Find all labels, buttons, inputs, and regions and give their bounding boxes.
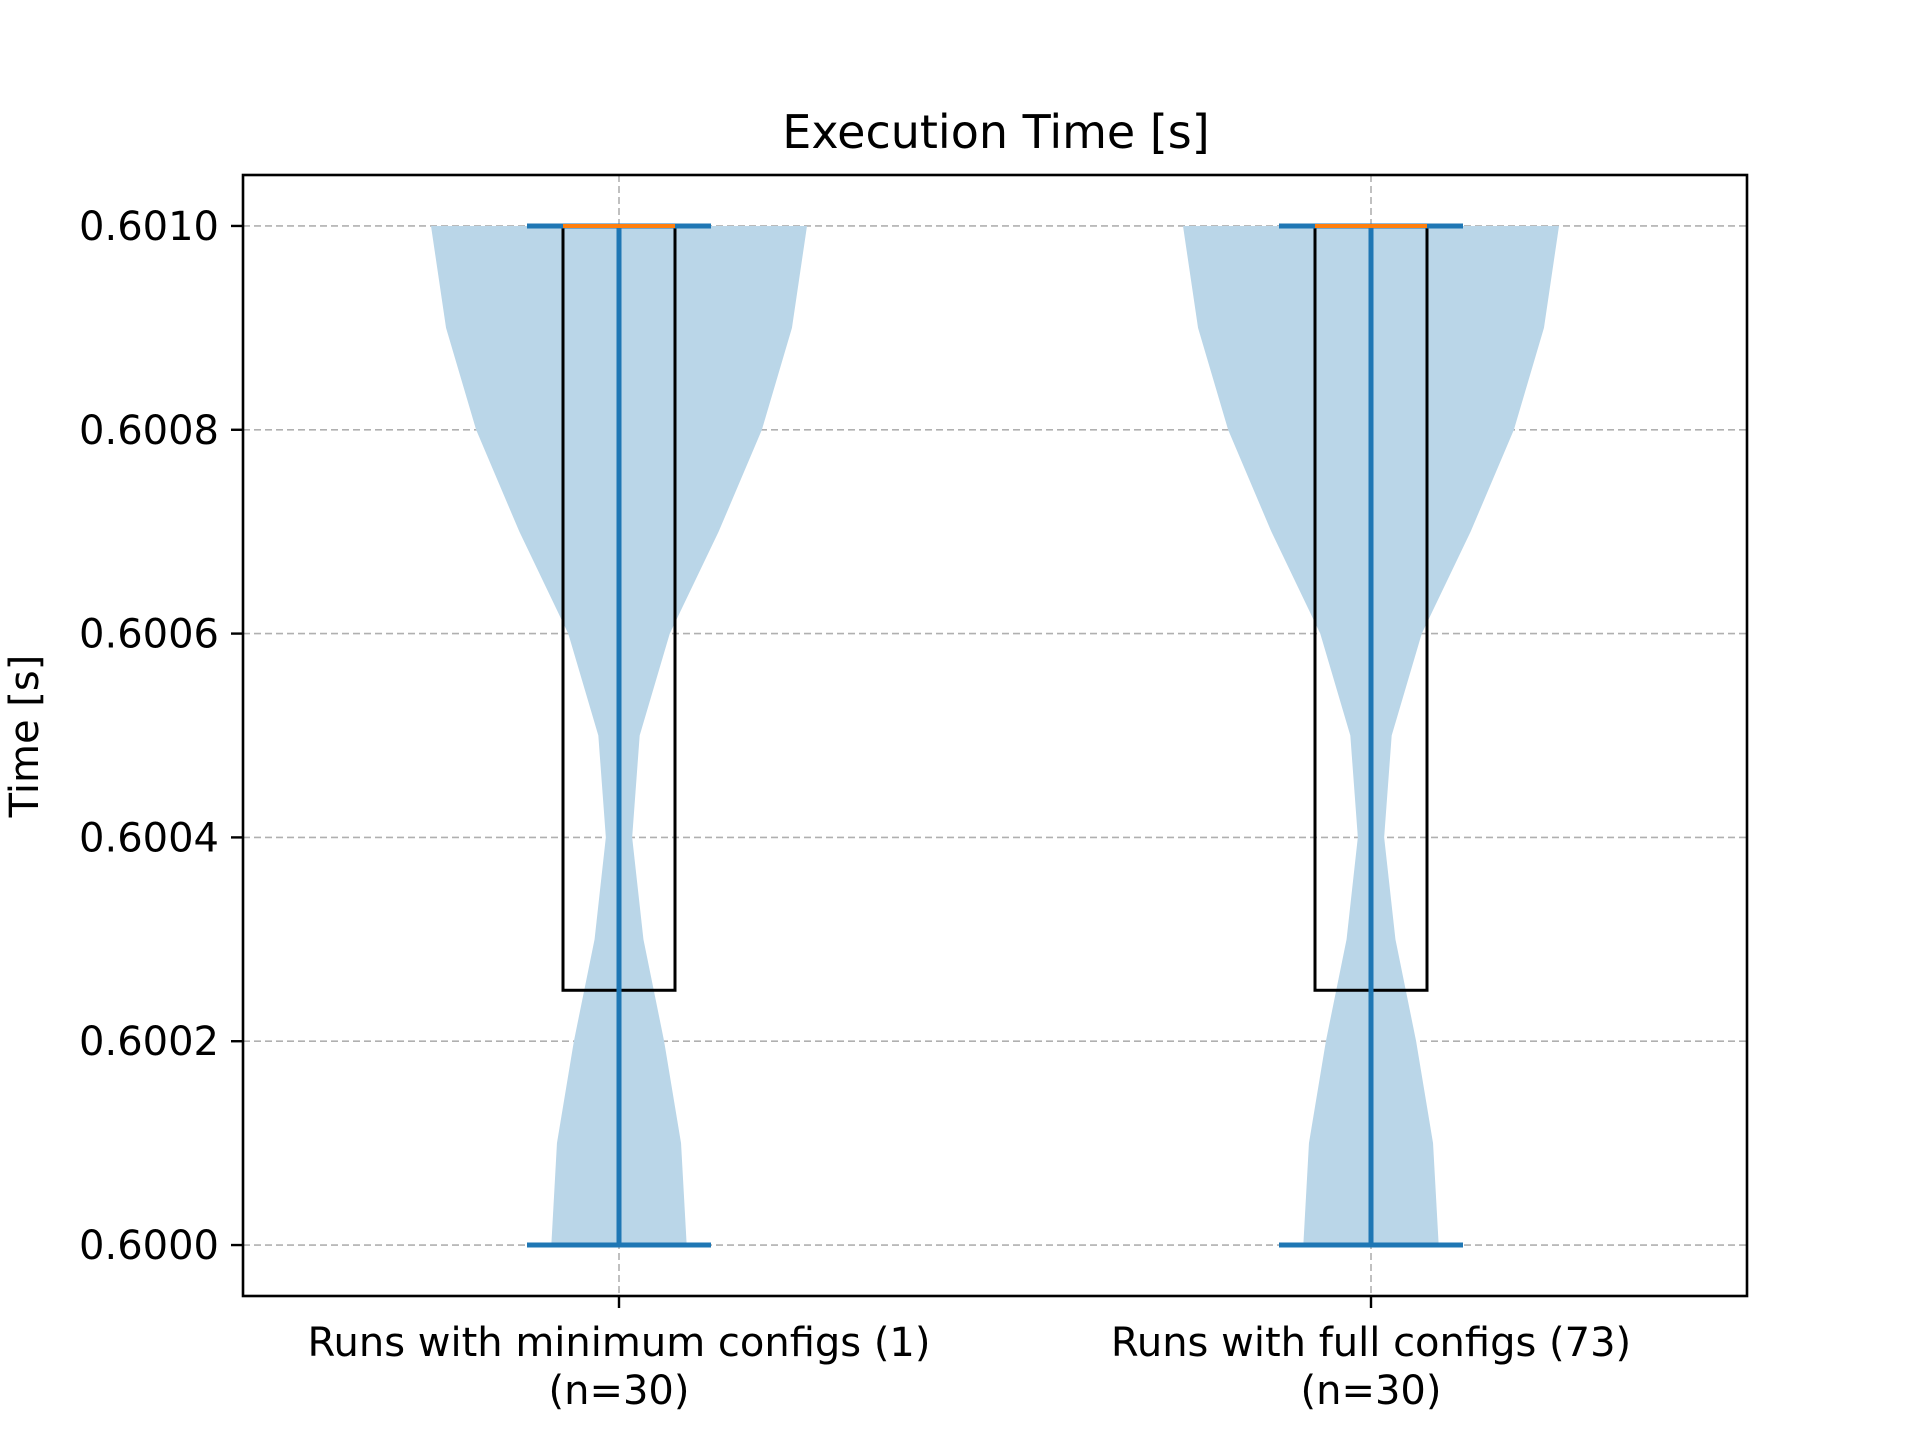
violins: [431, 225, 1559, 1246]
y-tick-label: 0.6004: [79, 815, 219, 861]
x-tick-sublabel: (n=30): [549, 1368, 690, 1414]
chart-title: Execution Time [s]: [782, 105, 1209, 159]
x-ticks: Runs with minimum configs (1)(n=30)Runs …: [308, 1296, 1631, 1414]
y-tick-label: 0.6010: [79, 204, 219, 250]
y-tick-label: 0.6008: [79, 408, 219, 454]
plot-frame: [241, 173, 1749, 1298]
x-tick-sublabel: (n=30): [1301, 1368, 1442, 1414]
x-tick-label: Runs with full configs (73): [1111, 1320, 1631, 1366]
y-ticks: 0.6000 0.6002 0.6004 0.6006 0.6008 0.6010: [79, 204, 243, 1269]
x-tick-label: Runs with minimum configs (1): [308, 1320, 931, 1366]
y-axis-label: Time [s]: [2, 655, 48, 819]
grid-lines: [243, 175, 1747, 1296]
y-tick-label: 0.6006: [79, 612, 219, 658]
y-tick-label: 0.6002: [79, 1019, 219, 1065]
y-tick-label: 0.6000: [79, 1223, 219, 1269]
